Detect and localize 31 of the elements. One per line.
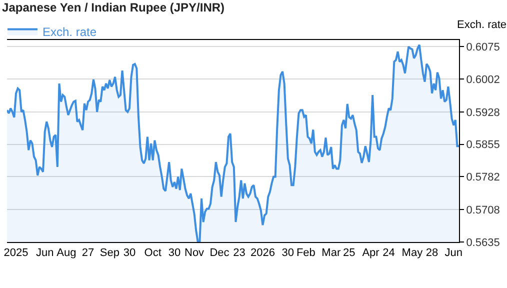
y-tick-label: 0.5855: [466, 139, 500, 152]
x-tick-label: Mar: [322, 247, 341, 260]
legend-label: Exch. rate: [42, 24, 97, 39]
x-tick-label: Jun: [444, 247, 462, 260]
x-tick-label: 27: [82, 247, 94, 260]
x-tick-label: 30: [282, 247, 294, 260]
x-tick-label: Apr: [362, 247, 380, 260]
y-tick-label: 0.5635: [466, 236, 500, 249]
x-tick-label: 25: [343, 247, 356, 260]
x-tick-label: Nov: [184, 247, 205, 260]
x-tick-label: 30: [123, 247, 136, 260]
x-tick-label: Oct: [144, 247, 162, 260]
x-tick-label: 24: [382, 247, 395, 260]
x-tick-label: 2025: [4, 247, 28, 260]
y-tick-label: 0.5782: [466, 172, 500, 184]
x-tick-label: 2026: [250, 247, 275, 260]
x-tick-label: Feb: [296, 247, 316, 260]
y-axis-title: Exch. rate: [457, 19, 507, 31]
x-tick-label: Jun: [36, 247, 54, 260]
y-tick-label: 0.6075: [466, 42, 500, 54]
x-tick-label: Aug: [56, 247, 76, 260]
x-tick-label: 28: [426, 247, 438, 260]
x-tick-label: Sep: [100, 247, 120, 260]
chart-title: Japanese Yen / Indian Rupee (JPY/INR): [2, 0, 225, 14]
x-tick-label: May: [402, 247, 424, 260]
y-tick-label: 0.6002: [466, 74, 500, 86]
x-tick-label: Dec: [210, 247, 230, 260]
x-tick-label: 30: [168, 247, 181, 260]
y-tick-label: 0.5708: [466, 204, 500, 216]
x-tick-label: 23: [233, 247, 246, 260]
y-tick-label: 0.5928: [466, 106, 500, 119]
